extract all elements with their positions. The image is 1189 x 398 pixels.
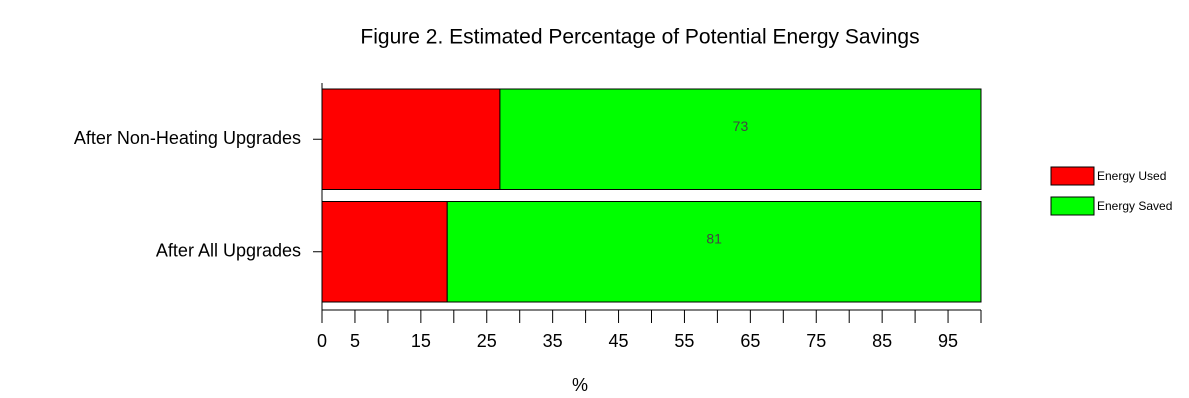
x-tick-label: 65	[740, 331, 760, 351]
data-label: 73	[733, 118, 749, 134]
x-tick-label: 45	[609, 331, 629, 351]
x-tick-label: 0	[317, 331, 327, 351]
x-tick-label: 25	[477, 331, 497, 351]
x-tick-label: 5	[350, 331, 360, 351]
bar-segment	[499, 88, 982, 190]
chart-title: Figure 2. Estimated Percentage of Potent…	[360, 26, 919, 49]
x-tick-label: 75	[806, 331, 826, 351]
legend-label: Energy Used	[1097, 169, 1166, 183]
legend-label: Energy Saved	[1097, 199, 1172, 213]
bar-segment	[446, 201, 982, 303]
x-tick-label: 15	[411, 331, 431, 351]
bar-segment	[321, 88, 501, 190]
x-tick-label: 85	[872, 331, 892, 351]
x-tick-label: 55	[674, 331, 694, 351]
legend-swatch	[1050, 166, 1095, 186]
bar-segment	[321, 201, 448, 303]
y-tick-label: After All Upgrades	[156, 241, 301, 261]
x-tick-label: 95	[938, 331, 958, 351]
x-axis-label: %	[572, 375, 588, 395]
legend-swatch	[1050, 196, 1095, 216]
data-label: 81	[706, 230, 722, 246]
y-tick-label: After Non-Heating Upgrades	[74, 128, 301, 148]
x-tick-label: 35	[543, 331, 563, 351]
